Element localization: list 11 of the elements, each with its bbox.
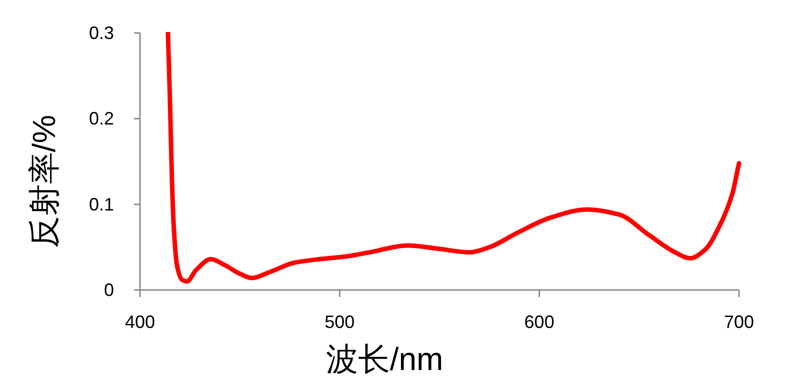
y-axis-title: 反射率/% [26, 114, 62, 248]
y-tick-label: 0.2 [88, 108, 114, 129]
x-tick-label: 500 [324, 312, 355, 332]
line-series [166, 32, 742, 284]
x-tick-label: 600 [524, 312, 554, 332]
y-tick-label: 0.1 [88, 194, 114, 214]
y-tick-label: 0.3 [88, 23, 114, 43]
x-tick-label: 400 [124, 312, 156, 332]
y-tick-label: 0 [104, 280, 114, 300]
x-axis-title: 波长/nm [326, 341, 444, 377]
x-tick-label: 700 [724, 312, 754, 332]
